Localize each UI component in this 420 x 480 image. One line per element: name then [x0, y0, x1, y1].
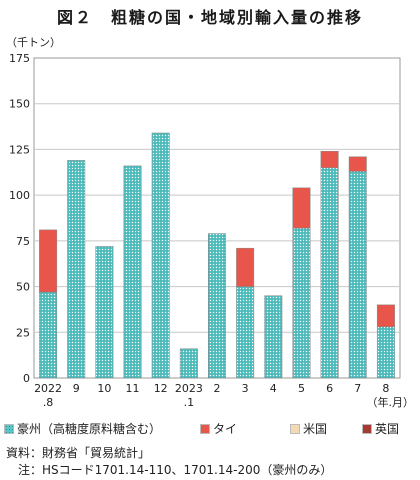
- x-tick-label: 4: [270, 382, 277, 395]
- x-tick-label: 2023: [175, 382, 203, 395]
- y-unit-label: （千トン）: [6, 36, 61, 49]
- y-tick-label: 150: [9, 98, 30, 111]
- bar-segment-thailand: [236, 247, 255, 287]
- y-tick-label: 100: [9, 189, 30, 202]
- bar-segment-australia: [292, 227, 311, 379]
- chart-title: 図２ 粗糖の国・地域別輸入量の推移: [56, 8, 363, 27]
- bar-segment-australia: [320, 167, 339, 379]
- x-tick-label: 9: [73, 382, 80, 395]
- legend-label: 英国: [375, 422, 400, 436]
- bar-segment-thailand: [348, 156, 367, 172]
- bar-segment-australia: [39, 291, 58, 379]
- legend-swatch: [290, 423, 300, 434]
- bar-segment-thailand: [292, 187, 311, 229]
- x-tick-label: .1: [184, 396, 195, 409]
- x-tick-label: 12: [154, 382, 168, 395]
- y-tick-label: 125: [9, 143, 30, 156]
- bar-segment-australia: [179, 348, 198, 379]
- legend-item-uk: 英国: [362, 420, 399, 437]
- bar-segment-australia: [208, 233, 226, 379]
- legend-swatch: [200, 423, 210, 434]
- bar-segment-australia: [236, 286, 255, 379]
- bar-segment-australia: [264, 295, 283, 379]
- chart-legend: 豪州（高糖度原料糖含む） タイ 米国 英国: [0, 420, 420, 438]
- x-axis-label: （年.月）: [367, 395, 415, 409]
- source-note: 資料：財務省「貿易統計」: [6, 446, 151, 460]
- y-tick-label: 25: [16, 326, 30, 339]
- x-tick-label: 2022: [34, 382, 62, 395]
- x-tick-label: 11: [126, 382, 140, 395]
- x-tick-label: .8: [43, 396, 54, 409]
- legend-label: 米国: [303, 422, 328, 436]
- x-tick-label: 6: [326, 382, 333, 395]
- bar-segment-thailand: [376, 304, 395, 328]
- bar-segment-thailand: [320, 151, 339, 168]
- legend-item-thailand: タイ: [200, 420, 237, 437]
- bar-segment-australia: [95, 246, 114, 379]
- bar-segment-australia: [123, 165, 142, 379]
- y-tick-label: 50: [16, 281, 30, 294]
- bar-segment-australia: [151, 132, 170, 379]
- legend-label: タイ: [213, 422, 238, 436]
- legend-item-usa: 米国: [290, 420, 327, 437]
- legend-label: 豪州（高糖度原料糖含む）: [17, 422, 162, 436]
- bar-segment-thailand: [39, 229, 58, 293]
- bar-segment-australia: [67, 160, 86, 379]
- legend-item-australia: 豪州（高糖度原料糖含む）: [4, 420, 161, 437]
- chart-title-bar: 図２ 粗糖の国・地域別輸入量の推移: [0, 0, 420, 32]
- bar-segment-australia: [376, 326, 395, 379]
- footnote: 注：HSコード1701.14-110、1701.14-200（豪州のみ）: [6, 463, 333, 477]
- x-tick-label: 7: [354, 382, 361, 395]
- x-tick-label: 10: [97, 382, 111, 395]
- legend-swatch: [362, 423, 372, 434]
- x-tick-label: 3: [242, 382, 249, 395]
- legend-swatch: [4, 423, 14, 434]
- bar-segment-australia: [348, 171, 367, 379]
- y-tick-label: 0: [23, 372, 30, 385]
- x-tick-label: 8: [382, 382, 389, 395]
- y-tick-label: 75: [16, 235, 30, 248]
- x-tick-label: 5: [298, 382, 305, 395]
- x-tick-label: 2: [214, 382, 221, 395]
- y-tick-label: 175: [9, 52, 30, 65]
